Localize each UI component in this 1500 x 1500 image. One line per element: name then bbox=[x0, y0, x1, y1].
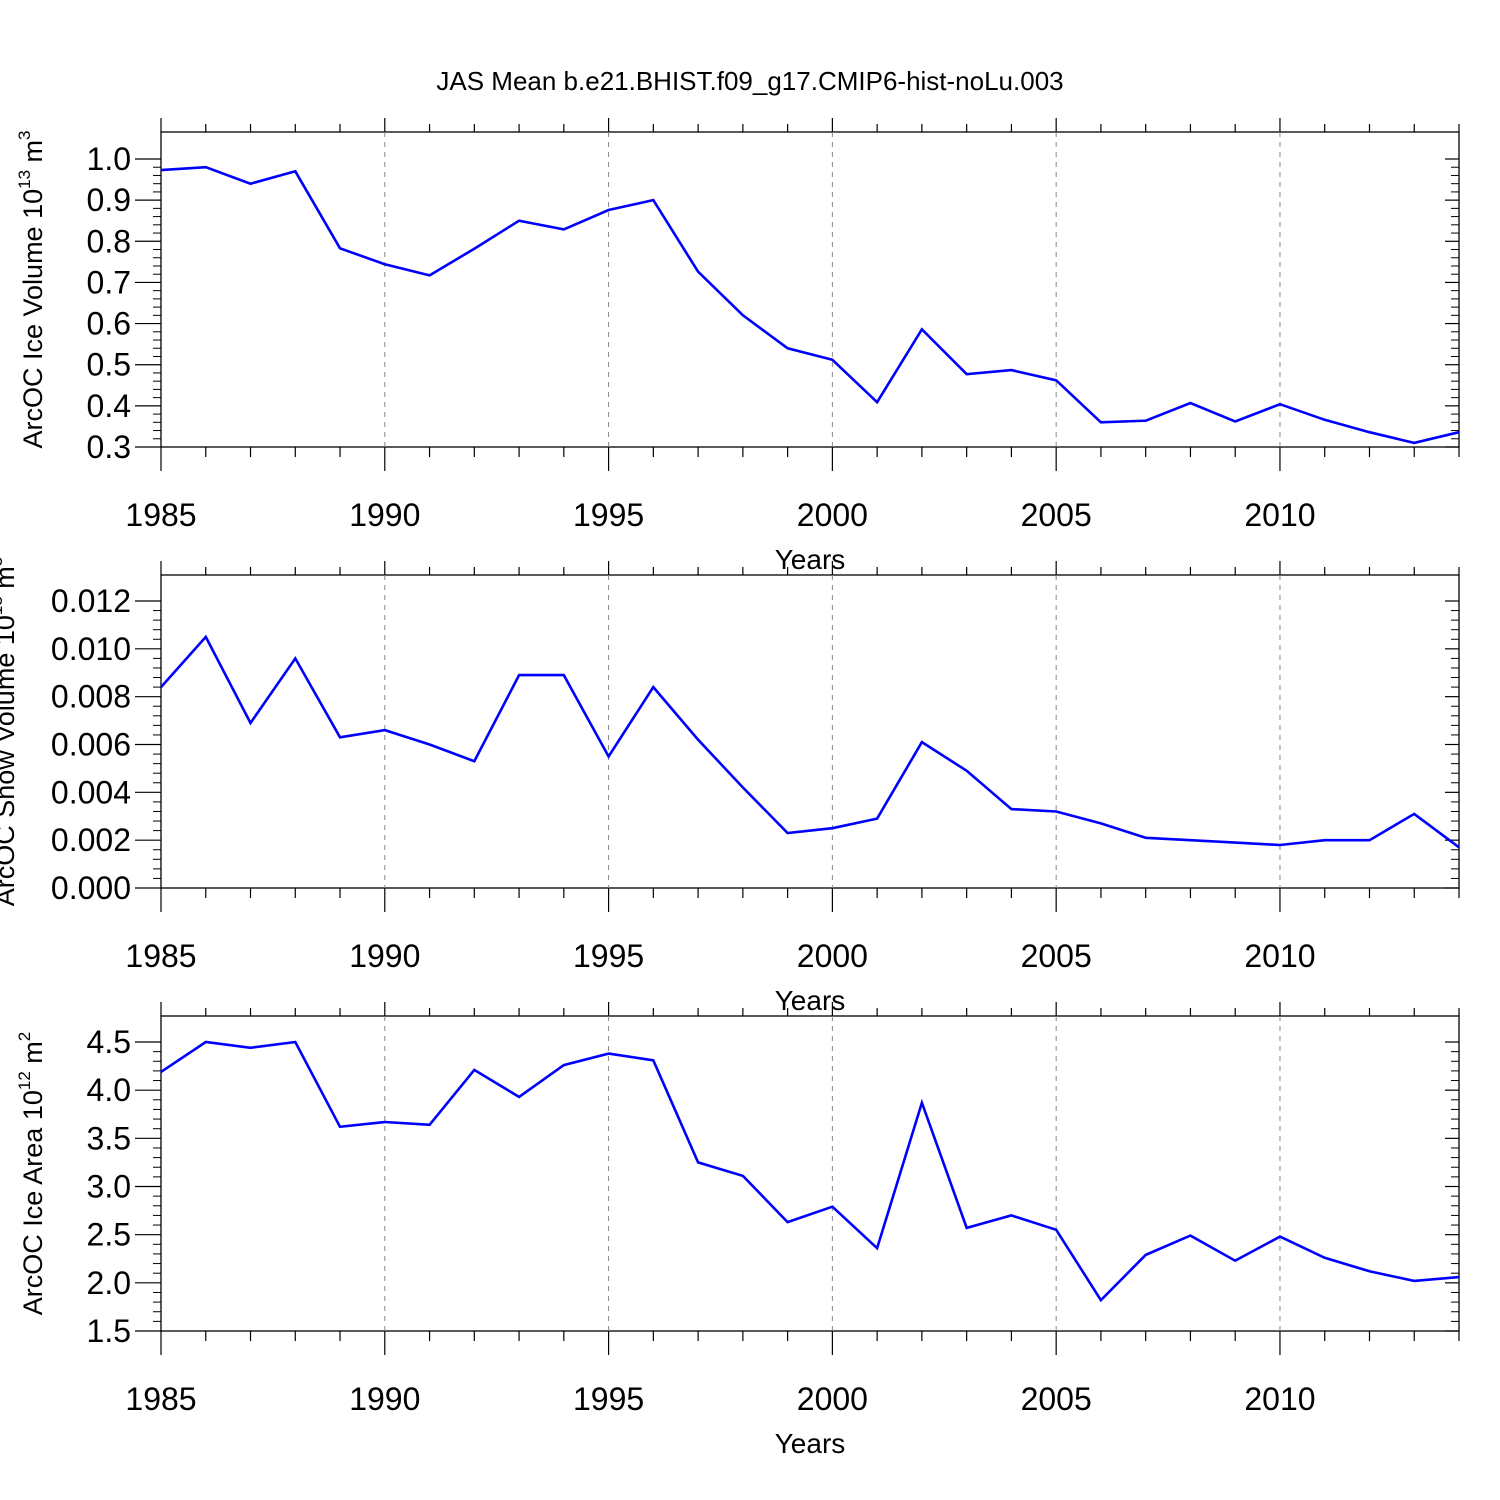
y-tick-label: 0.010 bbox=[51, 631, 131, 667]
x-tick-label: 1990 bbox=[349, 497, 420, 533]
y-axis-label-part: ArcOC Snow Volume 10 bbox=[0, 615, 20, 906]
x-tick-label: 2000 bbox=[797, 497, 868, 533]
x-tick-label: 2005 bbox=[1021, 1381, 1092, 1417]
y-tick-label: 0.012 bbox=[51, 583, 131, 619]
y-axis-label-superscript: 13 bbox=[15, 170, 34, 189]
y-tick-label: 0.4 bbox=[87, 388, 131, 424]
chart-panel-1: 0.3 0.4 0.5 0.6 0.7 0.8 0.9 1.0 1985 1990 1995 2000… bbox=[15, 118, 1460, 575]
series-line bbox=[160, 165, 1460, 445]
y-tick-label: 4.0 bbox=[87, 1072, 131, 1108]
x-tick-label: 2005 bbox=[1021, 497, 1092, 533]
y-axis-label-superscript: 12 bbox=[15, 1071, 34, 1090]
x-tick-label: 1995 bbox=[573, 497, 644, 533]
y-axis-label-part: ArcOC Ice Volume 10 bbox=[18, 189, 48, 449]
y-tick-label: 4.5 bbox=[87, 1024, 131, 1060]
x-tick-label: 1985 bbox=[125, 497, 196, 533]
y-tick-label: 0.000 bbox=[51, 870, 131, 906]
y-axis-label-superscript: 13 bbox=[0, 596, 6, 615]
x-tick-label: 2000 bbox=[797, 938, 868, 974]
y-axis-label-part: m bbox=[18, 140, 48, 170]
figure-title: JAS Mean b.e21.BHIST.f09_g17.CMIP6-hist-… bbox=[436, 66, 1063, 96]
y-tick-label: 0.008 bbox=[51, 679, 131, 715]
y-tick-label: 0.8 bbox=[87, 223, 131, 259]
y-axis-label: ArcOC Ice Volume 1013 m3 bbox=[15, 130, 48, 448]
y-tick-label: 0.7 bbox=[87, 264, 131, 300]
chart-panel-3: 1.5 2.0 2.5 3.0 3.5 4.0 4.5 1985 1990 1995 2000 200… bbox=[15, 1002, 1460, 1459]
plot-frame bbox=[160, 1015, 1460, 1332]
y-tick-label: 0.006 bbox=[51, 727, 131, 763]
y-tick-label: 1.0 bbox=[87, 141, 131, 177]
y-tick-label: 1.5 bbox=[87, 1313, 131, 1349]
y-tick-label: 3.5 bbox=[87, 1120, 131, 1156]
y-tick-label: 0.6 bbox=[87, 306, 131, 342]
x-tick-label: 1985 bbox=[125, 1381, 196, 1417]
x-tick-label: 2005 bbox=[1021, 938, 1092, 974]
chart-panel-2: 0.000 0.002 0.004 0.006 0.008 0.010 0.012 1985 1… bbox=[0, 557, 1460, 1016]
y-axis-label: ArcOC Ice Area 1012 m2 bbox=[15, 1032, 48, 1316]
y-tick-label: 0.9 bbox=[87, 182, 131, 218]
y-axis-label: ArcOC Snow Volume 1013 m3 bbox=[0, 557, 20, 907]
y-axis-label-superscript: 3 bbox=[0, 557, 6, 566]
x-tick-label: 1995 bbox=[573, 938, 644, 974]
x-axis-label: Years bbox=[775, 544, 846, 575]
y-axis-label-part: m bbox=[0, 566, 20, 596]
y-axis-label-part: m bbox=[18, 1041, 48, 1071]
series-line bbox=[160, 634, 1460, 849]
y-axis-label-superscript: 2 bbox=[15, 1032, 34, 1041]
x-tick-label: 1990 bbox=[349, 938, 420, 974]
y-tick-label: 0.002 bbox=[51, 822, 131, 858]
series-line bbox=[160, 1040, 1460, 1303]
x-tick-label: 2010 bbox=[1244, 497, 1315, 533]
x-axis-label: Years bbox=[775, 1428, 846, 1459]
y-tick-label: 2.5 bbox=[87, 1217, 131, 1253]
x-tick-label: 1990 bbox=[349, 1381, 420, 1417]
y-tick-label: 3.0 bbox=[87, 1169, 131, 1205]
y-axis-label-superscript: 3 bbox=[15, 130, 34, 139]
x-tick-label: 1995 bbox=[573, 1381, 644, 1417]
y-axis-label-part: ArcOC Ice Area 10 bbox=[18, 1090, 48, 1315]
x-axis-label: Years bbox=[775, 985, 846, 1016]
x-tick-label: 2000 bbox=[797, 1381, 868, 1417]
x-tick-label: 2010 bbox=[1244, 1381, 1315, 1417]
y-tick-label: 2.0 bbox=[87, 1265, 131, 1301]
x-tick-label: 2010 bbox=[1244, 938, 1315, 974]
x-tick-label: 1985 bbox=[125, 938, 196, 974]
y-tick-label: 0.004 bbox=[51, 774, 131, 810]
plot-frame bbox=[160, 131, 1460, 448]
plot-frame bbox=[160, 574, 1460, 889]
y-tick-label: 0.3 bbox=[87, 429, 131, 465]
y-tick-label: 0.5 bbox=[87, 347, 131, 383]
